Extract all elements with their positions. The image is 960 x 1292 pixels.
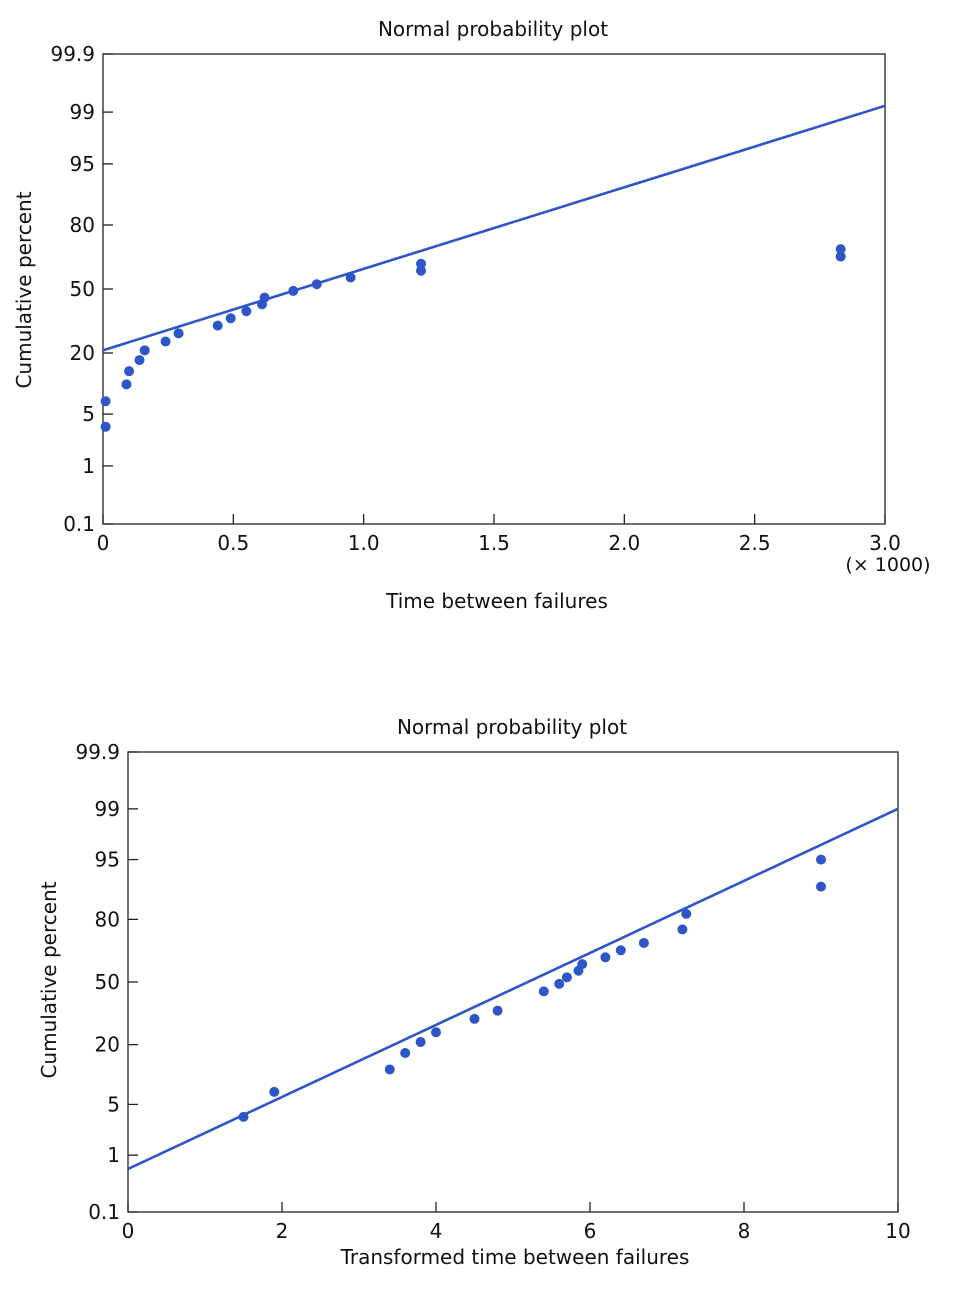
data-point (469, 1013, 480, 1024)
chart-panel-1: Normal probability plot 0.1 1 5 20 50 80 95 99 9… (0, 0, 960, 630)
data-point (816, 854, 826, 865)
data-point (238, 1111, 249, 1122)
x-tick-label: 6 (584, 1219, 597, 1243)
data-point (124, 366, 135, 377)
data-point (561, 972, 572, 983)
data-point (121, 379, 132, 390)
y-tick-label: 5 (82, 402, 95, 426)
y-tick-label: 1 (82, 454, 95, 478)
data-point (416, 258, 427, 269)
x-tick-label: 8 (738, 1219, 751, 1243)
data-point (677, 924, 688, 935)
data-point (577, 959, 588, 970)
data-point (288, 285, 299, 296)
plot-frame (102, 53, 886, 525)
chart-title: Normal probability plot (397, 715, 627, 739)
data-point (835, 244, 846, 255)
data-point (384, 1064, 395, 1075)
x-tick-label: 0 (97, 531, 110, 555)
y-tick-label: 99.9 (50, 42, 95, 66)
chart-panel-2: Normal probability plot 0.1 1 5 20 50 80 95 99 9… (0, 690, 960, 1288)
y-tick-label: 50 (95, 970, 120, 994)
data-point (615, 945, 626, 956)
x-tick-label: 2.5 (739, 531, 771, 555)
data-point (134, 355, 145, 366)
y-tick-label: 0.1 (63, 512, 95, 536)
y-tick-label: 99 (95, 797, 120, 821)
y-tick-label: 95 (95, 848, 120, 872)
x-tick-label: 0 (122, 1219, 135, 1243)
data-point (681, 908, 692, 919)
plot-frame (127, 751, 899, 1213)
data-point (173, 328, 184, 339)
data-point (241, 306, 252, 317)
x-tick-label: 4 (430, 1219, 443, 1243)
y-tick-label: 0.1 (88, 1200, 120, 1224)
chart-title: Normal probability plot (378, 17, 608, 41)
y-axis-title: Cumulative percent (37, 881, 61, 1078)
data-point (416, 265, 427, 276)
data-point (638, 937, 649, 948)
x-axis-title: Time between failures (385, 589, 608, 613)
data-point (345, 272, 356, 283)
x-axis-title: Transformed time between failures (340, 1245, 690, 1269)
x-tick-label: 0.5 (217, 531, 249, 555)
data-point (816, 881, 826, 892)
data-point (492, 1005, 503, 1016)
y-tick-label: 20 (95, 1033, 120, 1057)
x-tick-label: 1.0 (348, 531, 380, 555)
x-tick-label: 1.5 (478, 531, 510, 555)
data-point (269, 1086, 280, 1097)
data-point (100, 421, 111, 432)
data-point (212, 320, 223, 331)
data-point (835, 251, 846, 262)
normal-probability-plot-1: Normal probability plot 0.1 1 5 20 50 80 95 99 9… (12, 17, 931, 613)
x-tick-label: 3.0 (869, 531, 901, 555)
y-axis-title: Cumulative percent (12, 191, 36, 388)
data-point (259, 292, 270, 303)
y-tick-label: 80 (95, 907, 120, 931)
data-point (139, 345, 150, 356)
x-tick-label: 2.0 (608, 531, 640, 555)
data-point (160, 336, 171, 347)
data-point (225, 313, 236, 324)
normal-probability-plot-2: Normal probability plot 0.11520508095999… (37, 715, 911, 1269)
fit-line (127, 807, 899, 1171)
y-tick-label: 20 (70, 341, 95, 365)
y-tick-label: 1 (107, 1143, 120, 1167)
data-point (100, 396, 111, 407)
y-tick-label: 95 (70, 152, 95, 176)
data-point (600, 952, 611, 963)
y-tick-label: 99.9 (75, 740, 120, 764)
x-multiplier-label: (× 1000) (845, 554, 930, 576)
x-tick-label: 2 (276, 1219, 289, 1243)
data-point (554, 978, 565, 989)
y-tick-label: 80 (70, 213, 95, 237)
fit-line (102, 104, 886, 352)
data-point (538, 986, 549, 997)
x-tick-label: 10 (885, 1219, 910, 1243)
y-tick-label: 99 (70, 100, 95, 124)
data-point (415, 1037, 426, 1048)
y-tick-label: 5 (107, 1092, 120, 1116)
data-point (400, 1048, 411, 1059)
data-point (311, 279, 322, 290)
data-point (431, 1027, 441, 1038)
y-tick-label: 50 (70, 277, 95, 301)
